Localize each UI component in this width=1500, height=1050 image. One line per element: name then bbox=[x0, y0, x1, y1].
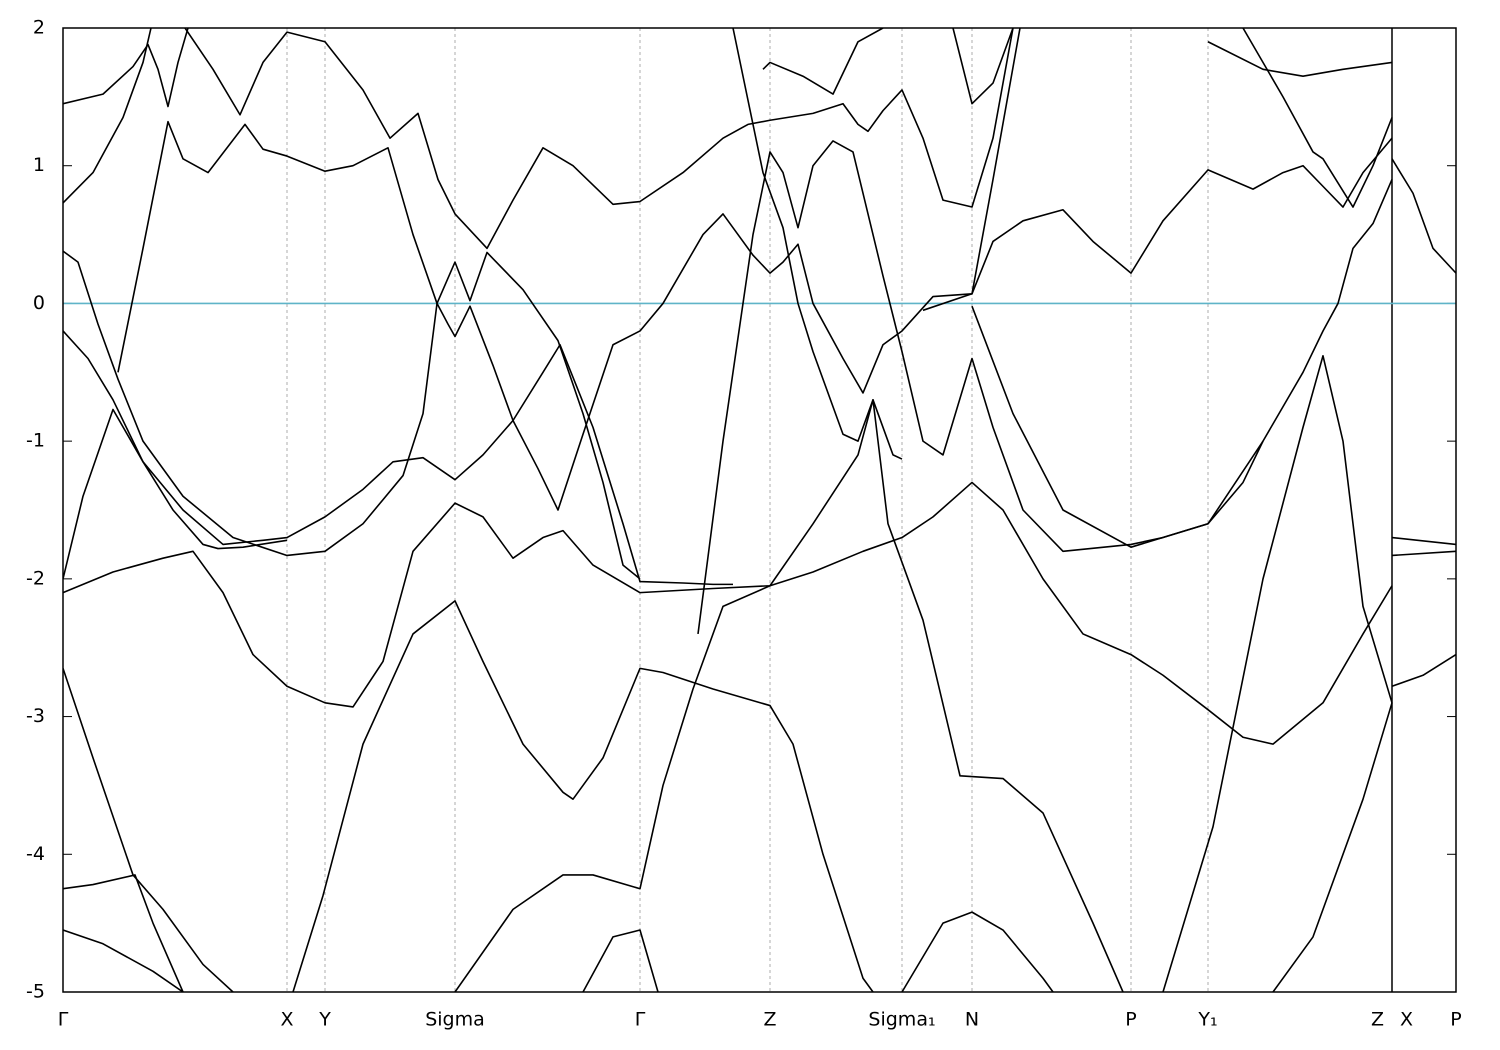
x-tick-label: Γ bbox=[635, 1009, 646, 1031]
x-tick-label: Sigma bbox=[425, 1009, 485, 1031]
band-line bbox=[454, 399, 1124, 992]
y-tick-label: -5 bbox=[26, 981, 45, 1003]
band-line bbox=[63, 929, 184, 992]
x-tick-label: Y₁ bbox=[1197, 1009, 1217, 1031]
band-line bbox=[762, 28, 884, 95]
band-line bbox=[117, 120, 1393, 511]
band-line bbox=[1391, 158, 1456, 274]
band-line bbox=[952, 28, 1014, 105]
y-tick-label: 0 bbox=[33, 292, 45, 314]
band-line bbox=[63, 408, 288, 580]
y-tick-label: -2 bbox=[26, 567, 45, 589]
band-line bbox=[732, 28, 903, 460]
band-line bbox=[582, 929, 659, 992]
band-line bbox=[184, 28, 1014, 250]
band-line bbox=[1207, 41, 1393, 77]
y-tick-label: -4 bbox=[26, 843, 45, 865]
x-tick-label: X bbox=[280, 1009, 293, 1031]
band-line bbox=[63, 28, 189, 108]
band-line bbox=[63, 481, 1393, 745]
bands bbox=[63, 28, 1456, 992]
band-line bbox=[1242, 28, 1393, 208]
band-line bbox=[1391, 653, 1456, 688]
x-tick-label: Z bbox=[1371, 1009, 1384, 1031]
band-line bbox=[697, 140, 1393, 635]
band-line bbox=[63, 668, 234, 992]
band-line bbox=[1162, 354, 1393, 992]
plot-frame bbox=[62, 27, 1457, 993]
band-line bbox=[292, 600, 874, 992]
x-tick-label: P bbox=[1450, 1009, 1461, 1031]
x-tick-label: P bbox=[1125, 1009, 1136, 1031]
y-tick-label: -3 bbox=[26, 705, 45, 727]
band-line bbox=[63, 330, 733, 586]
band-line bbox=[922, 28, 1021, 312]
band-line bbox=[901, 911, 1054, 992]
y-tick-label: -1 bbox=[26, 430, 45, 452]
band-line bbox=[1391, 536, 1456, 546]
x-tick-label: Y bbox=[318, 1009, 331, 1031]
band-line bbox=[63, 28, 152, 204]
band-line bbox=[1391, 550, 1456, 557]
x-tick-label: Γ bbox=[58, 1009, 69, 1031]
x-tick-label: Sigma₁ bbox=[868, 1009, 935, 1031]
x-tick-label: N bbox=[965, 1009, 979, 1031]
band-line bbox=[63, 250, 641, 580]
y-tick-label: 1 bbox=[33, 154, 45, 176]
y-tick-label: 2 bbox=[33, 17, 45, 39]
x-tick-label: Z bbox=[763, 1009, 776, 1031]
band-line bbox=[63, 874, 184, 992]
band-line bbox=[971, 305, 1264, 548]
x-tick-label: X bbox=[1400, 1009, 1413, 1031]
band-line bbox=[1272, 702, 1393, 992]
